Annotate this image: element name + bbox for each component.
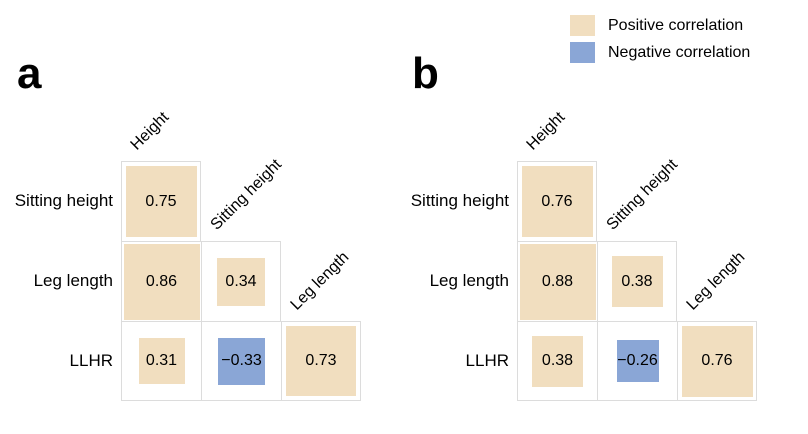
correlation-value: 0.31: [145, 352, 178, 369]
legend-label: Positive correlation: [608, 16, 744, 34]
correlation-value: 0.86: [145, 272, 178, 290]
panel-b: b Sitting height Leg length LLHR Height …: [396, 0, 808, 434]
correlation-square: [138, 338, 185, 384]
row-label-sitting-height: Sitting height: [14, 191, 113, 210]
legend-item-negative: Negative correlation: [570, 42, 750, 63]
matrix-cell: −0.33: [201, 321, 281, 401]
correlation-square: [681, 325, 753, 397]
col-label-leg-length: Leg length: [683, 248, 749, 314]
correlation-value: 0.88: [541, 272, 574, 290]
row-label-llhr: LLHR: [69, 351, 113, 370]
row-label-llhr: LLHR: [465, 351, 509, 370]
matrix-cell: 0.73: [281, 321, 361, 401]
correlation-value: 0.76: [701, 352, 733, 369]
correlation-square: [532, 335, 583, 387]
negative-correlation-swatch: [570, 42, 595, 63]
matrix-cell: 0.38: [597, 241, 677, 321]
matrix-cell: 0.88: [517, 241, 597, 321]
col-label-height: Height: [127, 108, 173, 154]
correlation-value: 0.75: [145, 192, 177, 210]
matrix-cell: −0.26: [597, 321, 677, 401]
correlation-value: 0.38: [621, 272, 653, 290]
matrix-cell: 0.76: [517, 161, 597, 241]
matrix-cell: 0.86: [121, 241, 201, 321]
matrix-cell: 0.38: [517, 321, 597, 401]
legend-item-positive: Positive correlation: [570, 15, 750, 36]
correlation-value: −0.33: [221, 352, 262, 369]
correlation-square: [616, 340, 659, 382]
correlation-value: −0.26: [617, 352, 658, 369]
row-label-leg-length: Leg length: [33, 271, 113, 290]
correlation-square: [521, 166, 593, 237]
matrix-cell: 0.75: [121, 161, 201, 241]
correlation-value: 0.73: [305, 352, 337, 369]
legend-label: Negative correlation: [608, 43, 751, 61]
correlation-square: [218, 337, 265, 385]
correlation-value: 0.38: [541, 352, 574, 369]
correlation-square: [611, 256, 663, 307]
matrix-cell: 0.31: [121, 321, 201, 401]
matrix-cell: 0.34: [201, 241, 281, 321]
col-label-sitting-height: Sitting height: [603, 156, 682, 234]
correlation-value: 0.76: [541, 192, 573, 210]
row-label-sitting-height: Sitting height: [410, 191, 509, 210]
correlation-square: [123, 243, 200, 320]
panel-b-letter: b: [412, 49, 439, 98]
correlation-square: [519, 243, 596, 320]
panel-a: a Sitting height Leg length LLHR Height …: [14, 49, 361, 401]
positive-correlation-swatch: [570, 15, 595, 36]
row-label-leg-length: Leg length: [429, 271, 509, 290]
panel-a-letter: a: [17, 49, 42, 98]
correlation-square: [125, 166, 197, 237]
col-label-height: Height: [523, 108, 569, 154]
col-label-leg-length: Leg length: [287, 248, 353, 314]
correlation-value: 0.34: [225, 272, 257, 290]
matrix-cell: 0.76: [677, 321, 757, 401]
col-label-sitting-height: Sitting height: [207, 156, 286, 234]
correlation-square: [217, 257, 265, 306]
correlation-square: [286, 326, 356, 396]
legend: Positive correlation Negative correlatio…: [570, 15, 750, 69]
